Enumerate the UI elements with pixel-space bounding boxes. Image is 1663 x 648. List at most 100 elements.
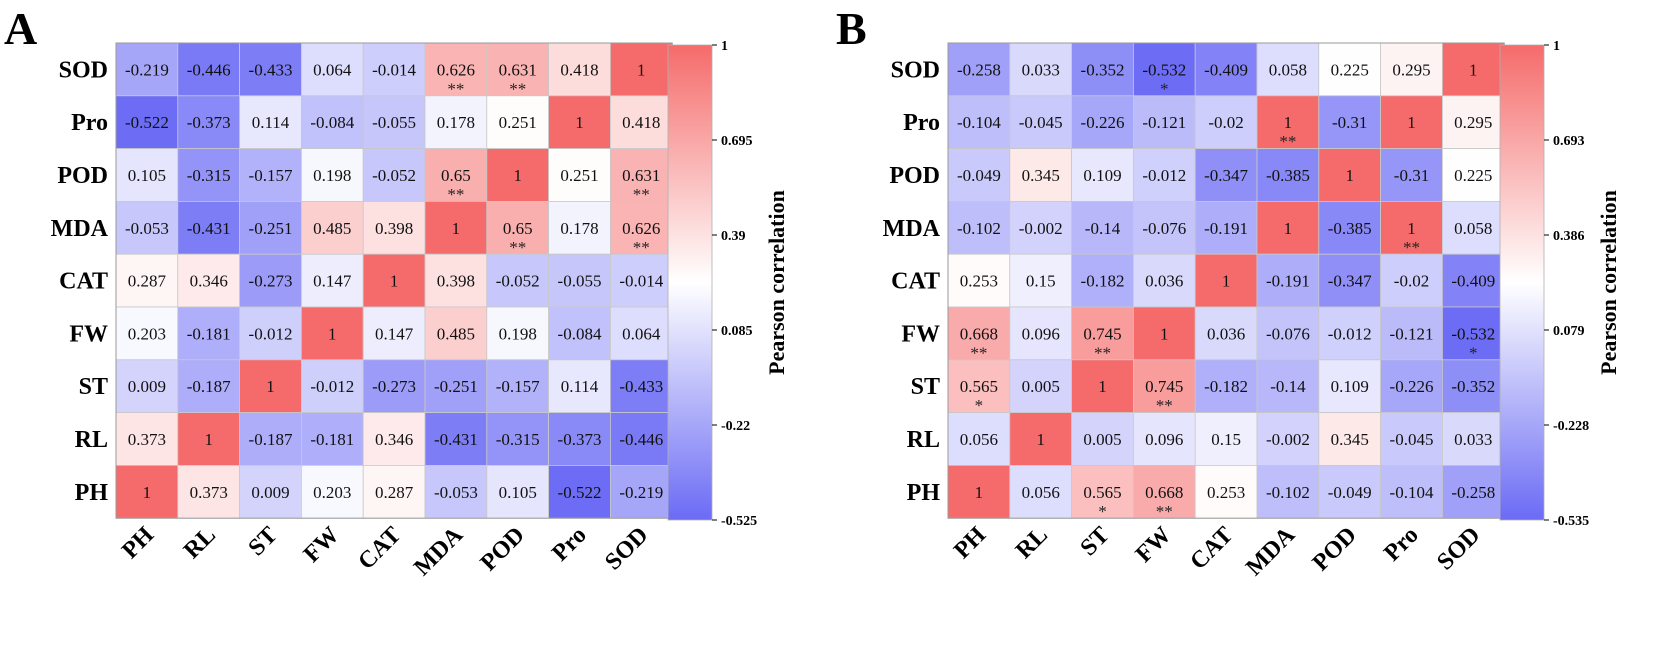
heatmap-cell-cat-sod: -0.014 — [610, 253, 673, 308]
heatmap-cell-fill — [424, 253, 488, 308]
heatmap-cell-rl-pro: -0.045 — [1380, 412, 1443, 466]
cell-value-label: -0.385 — [1328, 219, 1372, 238]
heatmap-cell-fill — [1318, 148, 1381, 202]
heatmap-cell-cat-pro: -0.02 — [1380, 253, 1443, 308]
heatmap-cell-mda-mda: 1 — [1256, 200, 1320, 255]
heatmap-cell-fill — [1256, 95, 1320, 150]
heatmap-cell-fill — [486, 42, 549, 97]
heatmap-cell-pod-rl: -0.315 — [177, 148, 241, 202]
cell-value-label: -0.076 — [1266, 324, 1310, 343]
heatmap-cell-sod-mda: 0.626** — [424, 42, 488, 98]
heatmap-cell-pod-pod: 1 — [486, 148, 549, 202]
cell-value-label: -0.31 — [1394, 166, 1429, 185]
cell-value-label: 1 — [1284, 113, 1293, 132]
heatmap-cell-rl-fw: 0.096 — [1132, 412, 1196, 466]
heatmap-cell-mda-pod: 0.65** — [486, 200, 549, 257]
heatmap-cell-rl-pro: -0.373 — [548, 412, 611, 466]
col-label-sod: SOD — [1432, 522, 1485, 575]
heatmap-cell-fill — [610, 359, 673, 413]
cell-value-label: -0.181 — [310, 430, 354, 449]
cell-value-label: 0.373 — [190, 483, 228, 502]
heatmap-cell-rl-ph: 0.373 — [115, 412, 179, 466]
heatmap-cell-ph-cat: 0.253 — [1194, 464, 1258, 519]
colorbar-tick-label: 0.085 — [721, 324, 753, 339]
cell-value-label: -0.347 — [1204, 166, 1248, 185]
heatmap-cell-ph-ph: 1 — [115, 464, 179, 519]
heatmap-cell-sod-rl: -0.446 — [177, 42, 241, 97]
cell-value-label: -0.084 — [310, 113, 354, 132]
cell-value-label: -0.191 — [1266, 272, 1310, 291]
heatmap-cell-pod-fw: -0.012 — [1132, 148, 1196, 202]
heatmap-svg-a: A-0.219 -0.446 -0.433 0.064 -0.014 0.626**0.6… — [4, 3, 789, 581]
heatmap-cell-st-sod: -0.352 — [1442, 359, 1505, 413]
heatmap-cell-fill — [239, 95, 302, 150]
cell-value-label: 0.058 — [1269, 60, 1307, 79]
cell-value-label: 0.287 — [128, 272, 167, 291]
heatmap-cell-mda-cat: -0.191 — [1194, 200, 1258, 255]
cell-value-label: 0.345 — [1022, 166, 1060, 185]
heatmap-cell-pro-fw: -0.121 — [1132, 95, 1196, 150]
cell-value-label: -0.446 — [187, 60, 231, 79]
cell-value-label: 0.346 — [190, 272, 228, 291]
heatmap-cell-pod-mda: 0.65** — [424, 148, 488, 204]
cell-value-label: -0.431 — [187, 219, 231, 238]
significance-marker: ** — [447, 185, 464, 204]
cell-value-label: -0.053 — [125, 219, 169, 238]
cell-value-label: -0.121 — [1390, 324, 1434, 343]
colorbar-gradient — [667, 44, 713, 521]
heatmap-cell-fw-st: -0.012 — [239, 306, 302, 361]
heatmap-cell-cat-ph: 0.287 — [115, 253, 179, 308]
heatmap-cell-fill — [486, 306, 549, 361]
heatmap-cell-fill — [239, 464, 302, 519]
heatmap-cell-fill — [1194, 42, 1258, 97]
row-label-rl: RL — [907, 427, 940, 453]
row-label-pro: Pro — [71, 110, 108, 136]
cell-value-label: -0.014 — [372, 60, 416, 79]
heatmap-cell-fill — [1009, 464, 1073, 519]
colorbar-title: Pearson correlation — [764, 190, 789, 375]
heatmap-cell-fill — [300, 95, 364, 150]
row-label-st: ST — [911, 374, 940, 400]
heatmap-cell-fw-ph: 0.668** — [947, 306, 1011, 362]
cell-value-label: -0.182 — [1204, 377, 1248, 396]
row-label-fw: FW — [901, 321, 940, 347]
heatmap-cell-pod-rl: 0.345 — [1009, 148, 1073, 202]
col-label-ph: PH — [949, 522, 991, 564]
col-label-ph: PH — [117, 522, 159, 564]
heatmap-cell-fill — [177, 253, 241, 308]
cell-value-label: -0.045 — [1019, 113, 1063, 132]
heatmap-cell-ph-mda: -0.053 — [424, 464, 488, 519]
heatmap-cell-sod-sod: 1 — [610, 42, 673, 97]
heatmap-cell-fill — [362, 200, 426, 255]
heatmap-cell-ph-rl: 0.373 — [177, 464, 241, 519]
colorbar-tick-label: 0.695 — [721, 134, 753, 149]
colorbar-tick-label: -0.22 — [721, 419, 750, 434]
col-label-sod: SOD — [600, 522, 653, 575]
heatmap-cell-rl-cat: 0.15 — [1194, 412, 1258, 466]
cell-value-label: 0.203 — [313, 483, 351, 502]
col-label-fw: FW — [299, 522, 345, 568]
heatmap-cell-ph-rl: 0.056 — [1009, 464, 1073, 519]
heatmap-cell-fill — [1318, 200, 1381, 255]
cell-value-label: -0.226 — [1081, 113, 1125, 132]
heatmap-cell-fill — [1009, 412, 1073, 466]
heatmap-cell-ph-pro: -0.522 — [548, 464, 611, 519]
col-label-st: ST — [244, 522, 283, 561]
heatmap-cell-pro-rl: -0.045 — [1009, 95, 1073, 150]
cell-value-label: -0.273 — [372, 377, 416, 396]
cell-value-label: 1 — [1284, 219, 1293, 238]
col-label-fw: FW — [1131, 522, 1177, 568]
heatmap-cell-fill — [1194, 95, 1258, 150]
cell-value-label: 0.626 — [622, 219, 660, 238]
heatmap-cell-fill — [1009, 42, 1073, 97]
heatmap-cell-fill — [1380, 95, 1443, 150]
cell-value-label: -0.002 — [1266, 430, 1310, 449]
heatmap-cell-st-pod: 0.109 — [1318, 359, 1381, 413]
cell-value-label: 0.398 — [375, 219, 413, 238]
heatmap-cell-fw-fw: 1 — [300, 306, 364, 361]
heatmap-cell-fill — [424, 306, 488, 361]
cell-value-label: 0.147 — [375, 324, 414, 343]
cell-value-label: -0.251 — [249, 219, 293, 238]
heatmap-cell-pod-ph: 0.105 — [115, 148, 179, 202]
significance-marker: * — [1469, 343, 1478, 362]
